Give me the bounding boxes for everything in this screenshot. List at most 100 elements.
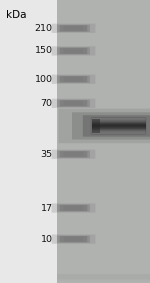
Bar	[57, 275, 150, 279]
Bar	[57, 276, 150, 280]
FancyBboxPatch shape	[57, 100, 90, 107]
FancyBboxPatch shape	[92, 119, 100, 133]
Bar	[57, 275, 150, 280]
FancyBboxPatch shape	[57, 204, 90, 212]
Bar	[92, 122, 146, 123]
Text: 10: 10	[40, 235, 52, 244]
FancyBboxPatch shape	[52, 150, 95, 159]
Text: 100: 100	[34, 75, 52, 84]
Bar	[57, 278, 150, 282]
Bar	[57, 274, 150, 279]
Bar	[57, 277, 150, 282]
Bar	[57, 274, 150, 279]
Bar	[92, 129, 146, 130]
Bar	[57, 276, 150, 281]
FancyBboxPatch shape	[58, 109, 150, 143]
Bar	[57, 277, 150, 282]
Bar	[57, 276, 150, 280]
Bar	[57, 275, 150, 280]
Bar	[92, 125, 146, 126]
FancyBboxPatch shape	[72, 112, 150, 140]
Text: 210: 210	[34, 24, 52, 33]
Bar	[57, 276, 150, 281]
Bar	[92, 124, 146, 125]
Bar	[57, 278, 150, 282]
Bar	[57, 278, 150, 283]
Bar	[57, 276, 150, 280]
Bar	[57, 277, 150, 281]
FancyBboxPatch shape	[57, 25, 90, 32]
Bar	[92, 123, 146, 124]
Bar	[57, 277, 150, 282]
FancyBboxPatch shape	[60, 236, 87, 242]
Bar	[57, 277, 150, 282]
FancyBboxPatch shape	[52, 203, 95, 213]
FancyBboxPatch shape	[57, 235, 90, 243]
Bar	[92, 122, 146, 123]
FancyBboxPatch shape	[52, 46, 95, 55]
Bar	[57, 276, 150, 281]
Bar	[57, 275, 150, 279]
FancyBboxPatch shape	[60, 100, 87, 106]
Bar	[92, 125, 146, 126]
Bar	[57, 276, 150, 281]
Bar	[57, 278, 150, 283]
Text: 17: 17	[40, 203, 52, 213]
FancyBboxPatch shape	[64, 101, 83, 106]
Bar	[57, 274, 150, 279]
Bar	[57, 274, 150, 278]
FancyBboxPatch shape	[60, 48, 87, 54]
Bar	[57, 276, 150, 281]
Bar	[57, 277, 150, 282]
Text: kDa: kDa	[6, 10, 27, 20]
FancyBboxPatch shape	[64, 49, 83, 53]
FancyBboxPatch shape	[52, 24, 95, 33]
Bar	[57, 276, 150, 281]
Bar	[57, 278, 150, 282]
FancyBboxPatch shape	[57, 151, 90, 158]
Bar	[92, 121, 146, 122]
FancyBboxPatch shape	[52, 75, 95, 84]
FancyBboxPatch shape	[64, 152, 83, 156]
Bar	[57, 278, 150, 283]
Bar	[57, 274, 150, 278]
Bar	[57, 276, 150, 280]
Bar	[57, 275, 150, 280]
Bar	[57, 276, 150, 281]
FancyBboxPatch shape	[60, 151, 87, 157]
FancyBboxPatch shape	[64, 26, 83, 31]
FancyBboxPatch shape	[64, 206, 83, 210]
Bar	[57, 278, 150, 282]
Bar	[57, 275, 150, 280]
Bar	[57, 278, 150, 283]
Bar	[92, 127, 146, 128]
FancyBboxPatch shape	[57, 76, 90, 83]
FancyBboxPatch shape	[64, 77, 83, 82]
Bar	[0, 0, 57, 283]
Bar	[57, 274, 150, 278]
Bar	[57, 274, 150, 278]
Bar	[57, 275, 150, 280]
Bar	[92, 120, 146, 121]
Bar	[57, 275, 150, 280]
Bar	[57, 275, 150, 280]
Bar	[92, 128, 146, 129]
Bar	[57, 274, 150, 279]
Bar	[57, 277, 150, 282]
Text: 150: 150	[34, 46, 52, 55]
FancyBboxPatch shape	[57, 47, 90, 55]
Bar	[57, 0, 150, 283]
FancyBboxPatch shape	[52, 235, 95, 244]
Bar	[92, 126, 146, 127]
Bar	[92, 118, 146, 119]
Bar	[57, 277, 150, 282]
Bar	[57, 275, 150, 280]
Bar	[57, 276, 150, 281]
FancyBboxPatch shape	[64, 237, 83, 241]
Bar	[57, 277, 150, 282]
Bar	[57, 275, 150, 279]
Bar	[57, 277, 150, 281]
Bar	[92, 119, 146, 120]
Bar	[57, 278, 150, 283]
Bar	[92, 120, 146, 121]
